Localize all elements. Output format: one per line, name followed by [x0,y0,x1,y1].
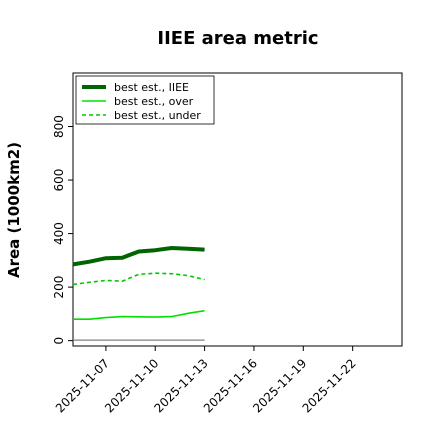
data-series [72,246,205,341]
legend-label: best est., over [114,95,194,108]
y-axis-ticks: 0 200 400 600 800 [52,115,73,344]
plot-area [72,72,403,347]
chart-title: IIEE area metric [157,28,318,49]
legend-label: best est., IIEE [114,81,189,94]
y-tick-label: 0 [52,337,66,345]
y-tick-label: 800 [52,115,66,138]
legend-box [75,75,215,125]
y-tick-label: 200 [52,276,66,299]
legend-label: best est., under [114,109,201,122]
y-tick-label: 400 [52,222,66,245]
x-axis-ticks: 2025-11-072025-11-102025-11-132025-11-16… [53,346,359,415]
series-line-1 [73,309,205,321]
x-tick-label: 2025-11-22 [300,356,359,415]
y-tick-label: 600 [52,169,66,192]
series-line-2 [72,272,205,286]
y-axis-label: Area (1000km2) [5,142,23,278]
series-line-0 [72,246,205,267]
